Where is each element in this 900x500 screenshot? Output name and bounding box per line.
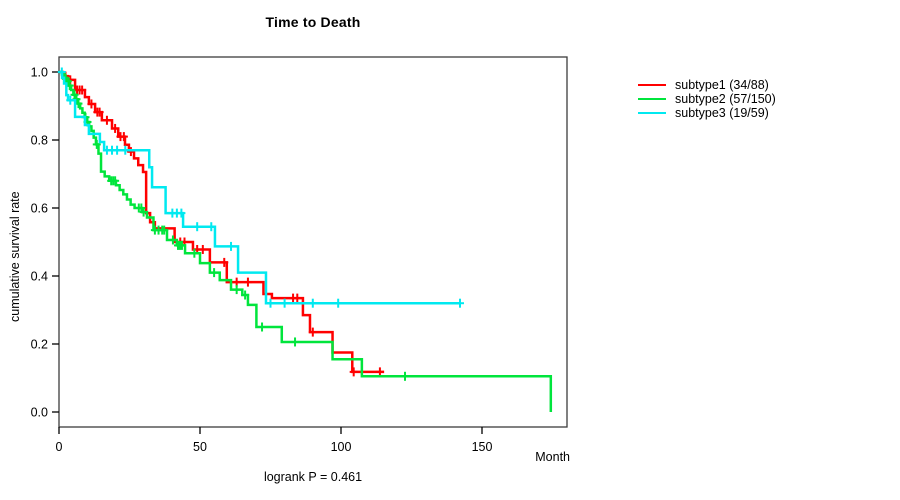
survival-curve-subtype2 (59, 70, 553, 412)
legend-item-subtype1: subtype1 (34/88) (638, 78, 776, 92)
y-tick-label: 0.6 (31, 202, 48, 216)
legend-swatch-subtype2 (638, 97, 666, 101)
x-tick-label: 150 (472, 440, 493, 454)
y-tick-label: 0.8 (31, 134, 48, 148)
chart-title: Time to Death (265, 14, 361, 30)
legend-swatch-subtype3 (638, 111, 666, 115)
y-tick-label: 0.2 (31, 338, 48, 352)
legend-item-subtype2: subtype2 (57/150) (638, 92, 776, 106)
plot-box (58, 56, 568, 428)
legend-label-subtype2: subtype2 (57/150) (675, 92, 776, 106)
y-tick-label: 0.4 (31, 270, 48, 284)
x-tick-label: 0 (56, 440, 63, 454)
legend-label-subtype3: subtype3 (19/59) (675, 106, 769, 120)
legend: subtype1 (34/88) subtype2 (57/150) subty… (638, 78, 776, 120)
survival-curve-subtype1 (59, 70, 385, 374)
legend-swatch-subtype1 (638, 83, 666, 87)
logrank-annotation: logrank P = 0.461 (263, 470, 363, 484)
legend-label-subtype1: subtype1 (34/88) (675, 78, 769, 92)
legend-item-subtype3: subtype3 (19/59) (638, 106, 776, 120)
x-axis-label: Month (535, 450, 570, 464)
x-tick-label: 50 (193, 440, 207, 454)
y-tick-label: 0.0 (31, 406, 48, 420)
y-tick-label: 1.0 (31, 66, 48, 80)
x-tick-label: 100 (331, 440, 352, 454)
survival-curve-subtype3 (59, 70, 461, 305)
